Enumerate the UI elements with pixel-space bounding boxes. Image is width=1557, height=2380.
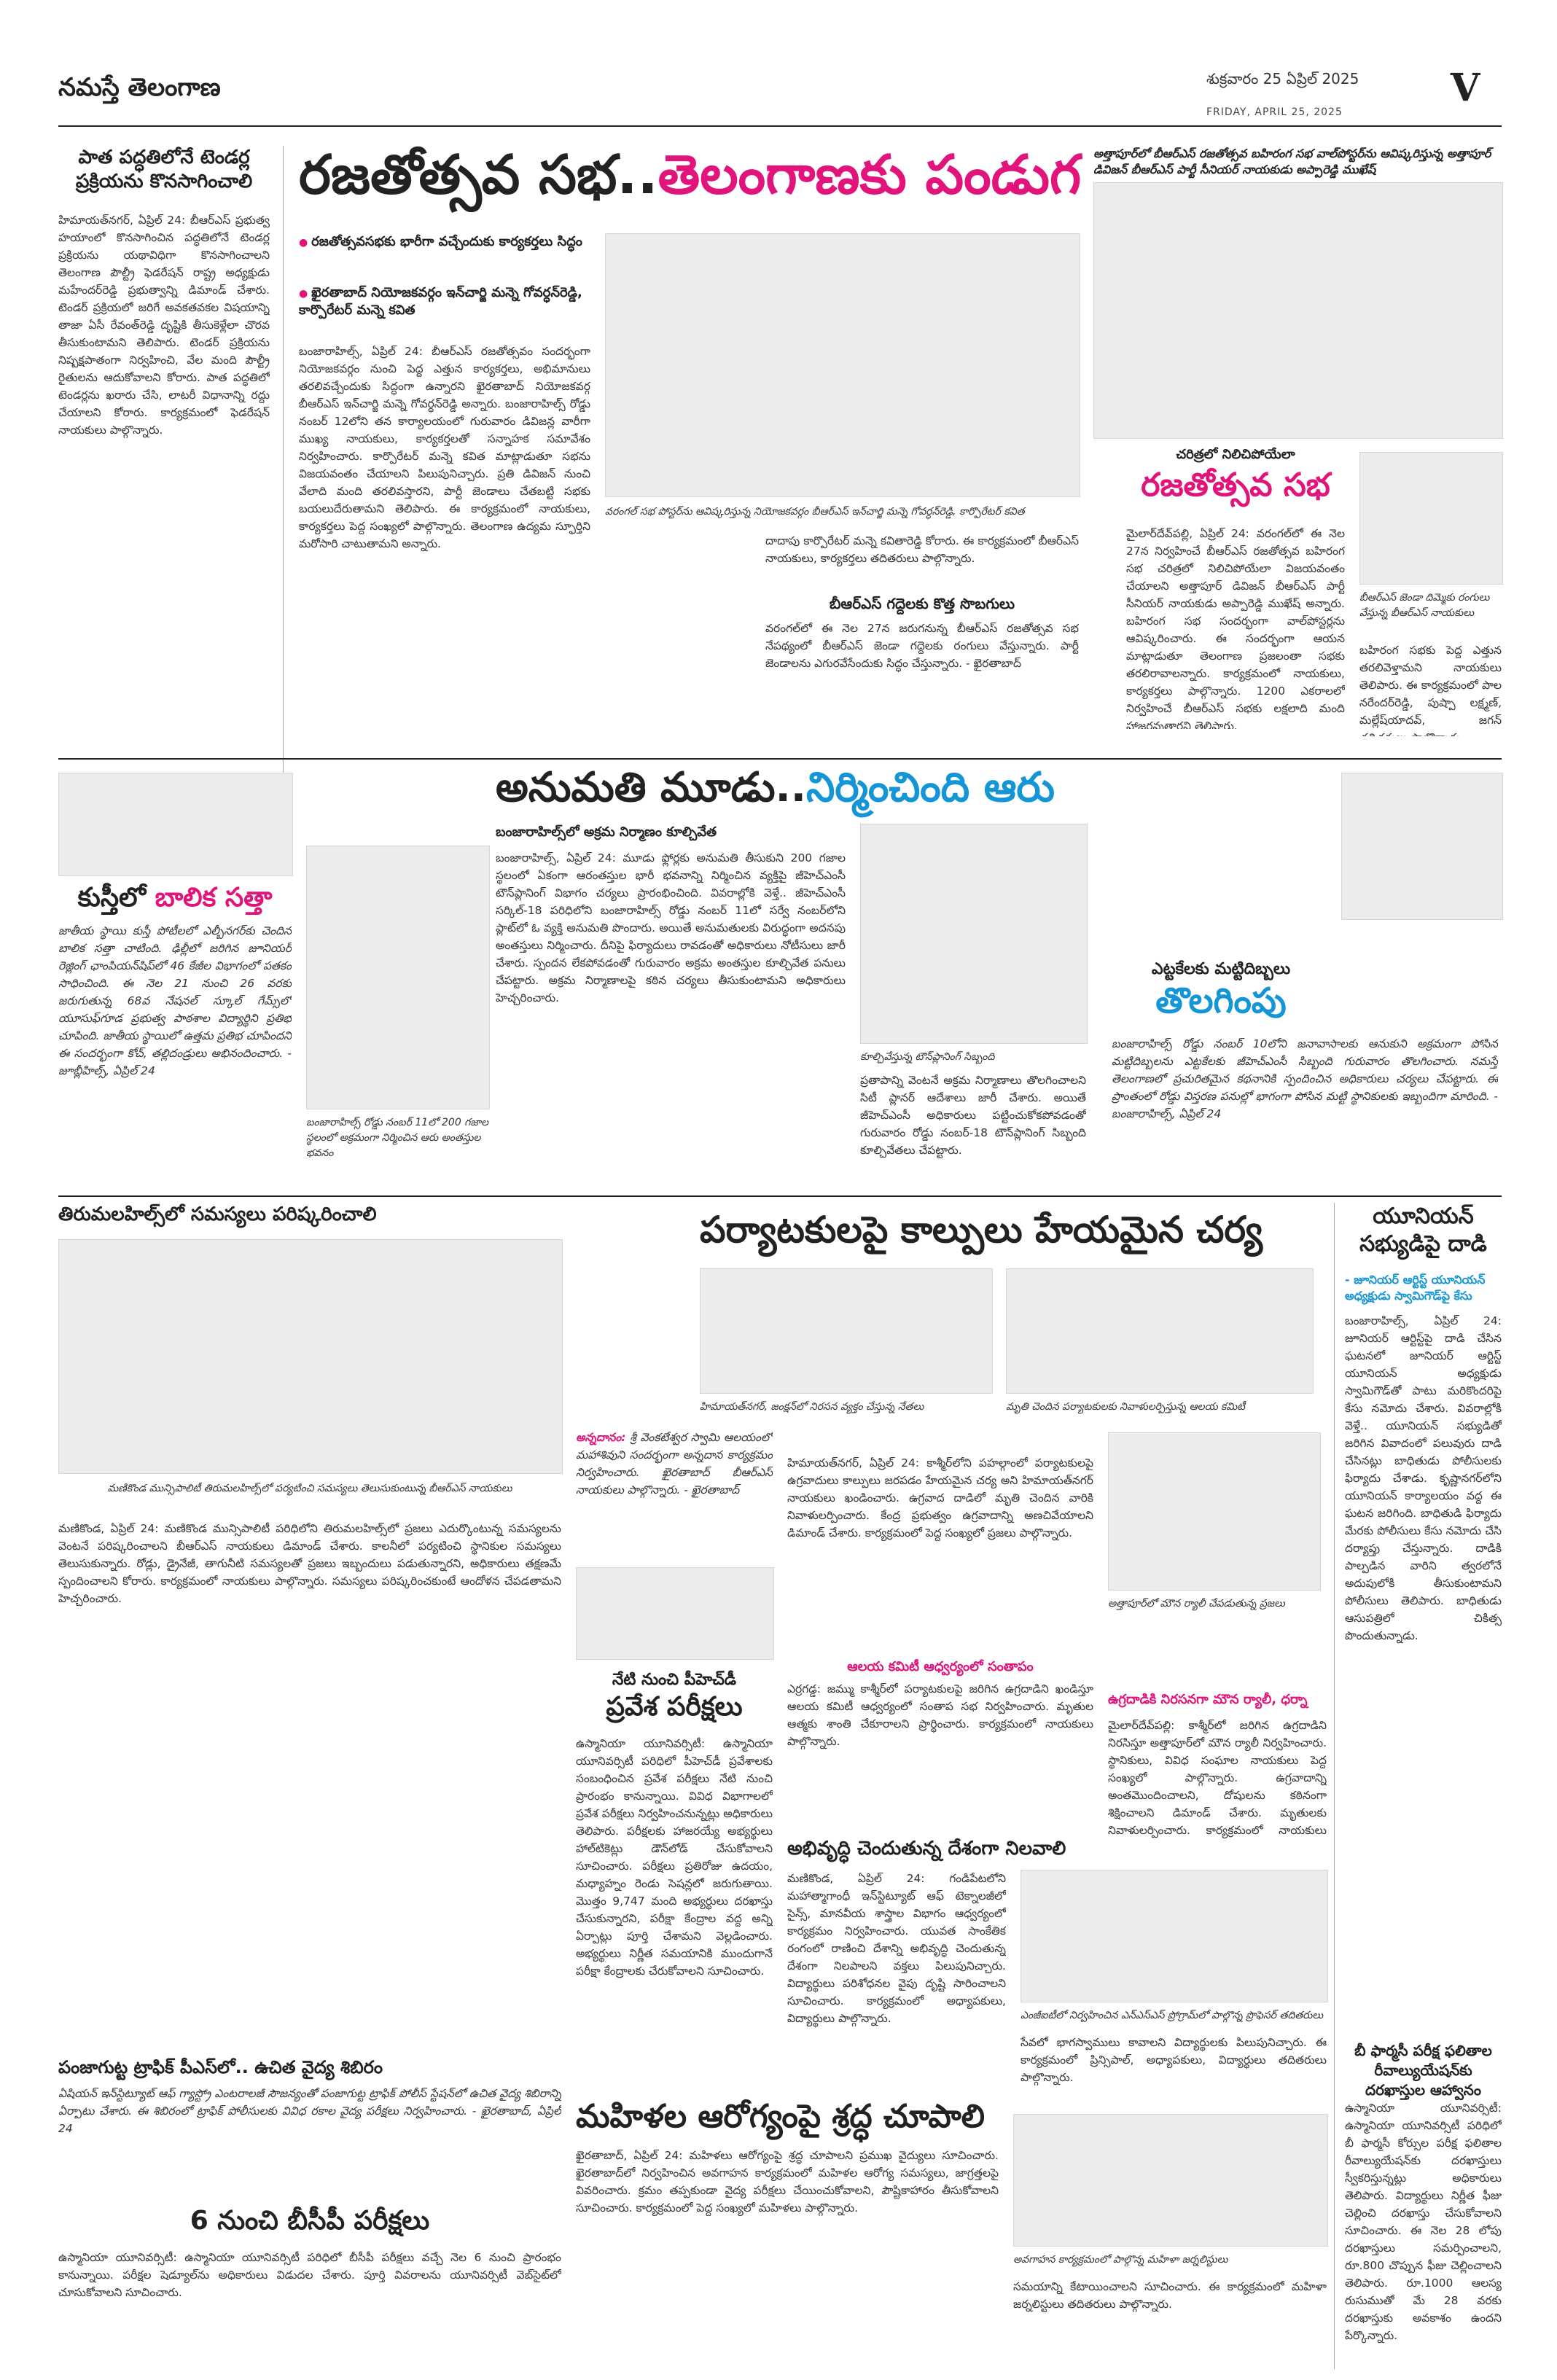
rally-body-2: బహిరంగ సభకు పెద్ద ఎత్తున తరలివెళ్తామని న…	[1359, 644, 1502, 736]
permission-headline: అనుమతి మూడు..నిర్మించింది ఆరు	[496, 765, 1055, 811]
union-headline: యూనియన్ సభ్యుడిపై దాడి	[1359, 1203, 1487, 1257]
phd-photo	[576, 1567, 774, 1660]
jubilee-headline-part2: తెలంగాణకు పండుగ	[657, 144, 1082, 206]
annadanam-box: అన్నదానం: శ్రీ వెంకటేశ్వర స్వామి ఆలయంలో …	[576, 1429, 773, 1545]
permission-caption: బంజారాహిల్స్ రోడ్డు నంబర్ 11లో 200 గజాల …	[306, 1117, 488, 1159]
jubilee-body-3: వరంగల్‌లో ఈ నెల 27న జరుగనున్న బీఆర్‌ఎస్ …	[765, 622, 1079, 671]
silent-rally-kicker: అత్తాపూర్‌లో మౌన ర్యాలీ చేపడుతున్న ప్రజల…	[1108, 1598, 1285, 1610]
rally-photo-2	[1359, 452, 1503, 585]
wrestling-photo	[58, 773, 293, 876]
women-health-headline: మహిళల ఆరోగ్యంపై శ్రద్ధ చూపాలి	[576, 2098, 986, 2135]
tender-body: హిమాయత్‌నగర్, ఏప్రిల్ 24: బీఆర్‌ఎస్ ప్రభ…	[58, 214, 270, 437]
phd-body: ఉస్మానియా యూనివర్సిటీ: ఉస్మానియా యూనివర్…	[576, 1737, 773, 1978]
permission-headline-part1: అనుమతి మూడు..	[496, 764, 807, 811]
phd-headline: ప్రవేశ పరీక్షలు	[606, 1692, 743, 1722]
masthead-name: నమస్తే తెలంగాణ	[58, 73, 221, 102]
permission-photo-2	[860, 824, 1088, 1044]
bpharmacy-body: ఉస్మానియా యూనివర్సిటీ: ఉస్మానియా యూనివర్…	[1345, 2102, 1502, 2343]
silent-rally-headline: ఉగ్రదాడికి నిరసనగా మౌన ర్యాలీ, ధర్నా	[1108, 1692, 1308, 1707]
nilavali-headline: అభివృద్ధి చెందుతున్న దేశంగా నిలవాలి	[787, 1838, 1066, 1860]
permission-body-2: ప్రతాపాన్ని వెంటనే అక్రమ నిర్మాణాలు తొలగ…	[860, 1074, 1086, 1158]
wrestling-headline: కుస్తీలో బాలిక సత్తా	[58, 882, 292, 913]
column-divider	[283, 146, 284, 787]
tender-heading: పాత పద్ధతిలోనే టెండర్ల ప్రక్రియను కొనసాగ…	[75, 147, 253, 192]
masthead-rule	[58, 125, 1502, 127]
tourists-photo	[700, 1268, 993, 1394]
bpharmacy-headline: బీ ఫార్మసీ పరీక్ష ఫలితాల రీవాల్యుయేషన్‌క…	[1354, 2042, 1492, 2099]
wrestling-body: జాతీయ స్థాయి కుస్తీ పోటీలలో ఎల్బీనగర్‌కు…	[58, 924, 292, 1078]
permission-caption-2: కూల్చివేస్తున్న టౌన్‌ప్లానింగ్ సిబ్బంది	[860, 1051, 995, 1063]
silent-rally-body: మైలార్‌దేవ్‌పల్లి: కాశ్మీర్‌లో జరిగిన ఉగ…	[1108, 1719, 1327, 1838]
tirumala-photo	[58, 1239, 563, 1474]
dateline-telugu: శుక్రవారం 25 ఏప్రిల్ 2025	[1206, 70, 1359, 87]
bcp-headline: 6 నుంచి బీసీపీ పరీక్షలు	[190, 2206, 430, 2236]
union-kicker: - జూనియర్ ఆర్టిస్ట్ యూనియన్ అధ్యక్షుడు స…	[1345, 1273, 1486, 1303]
jubilee-headline-part1: రజతోత్సవ సభ..	[299, 144, 658, 206]
mud-kicker: ఎట్టకేలకు మట్టిదిబ్బలు	[1151, 960, 1291, 978]
rally-caption: బీఆర్‌ఎస్ జెండా దిమ్మెకు రంగులు వేస్తున్…	[1359, 592, 1490, 619]
women-health-body: ఖైరతాబాద్, ఏప్రిల్ 24: మహిళలు ఆరోగ్యంపై …	[576, 2149, 999, 2215]
mud-photo	[1341, 773, 1503, 920]
jubilee-bullet-1: రజతోత్సవసభకు భారీగా వచ్చేందుకు కార్యకర్త…	[299, 233, 605, 251]
mud-headline: తొలగింపు	[1155, 980, 1287, 1021]
annadanam-text: శ్రీ వెంకటేశ్వర స్వామి ఆలయంలో మహాశివుని …	[576, 1431, 773, 1497]
union-body: బంజారాహిల్స్, ఏప్రిల్ 24: జూనియర్ ఆర్టిస…	[1345, 1314, 1502, 1643]
wrestling-headline-part2: బాలిక సత్తా	[155, 883, 273, 913]
rally-headline: రజతోత్సవ సభ	[1141, 467, 1330, 504]
nilavali-caption: ఎంజీఐటీలో నిర్వహించిన ఎన్‌ఎస్‌ఎస్ ప్రోగ్…	[1021, 2010, 1324, 2021]
nilavali-body-2: సేవలో భాగస్వాములు కావాలని విద్యార్థులకు …	[1021, 2036, 1327, 2085]
panjagutta-headline: పంజాగుట్ట ట్రాఫిక్ పీఎస్‌లో.. ఉచిత వైద్య…	[58, 2057, 383, 2077]
rally-kicker: అత్తాపూర్‌లో బీఆర్‌ఎస్ రజతోత్సవ బహిరంగ స…	[1093, 147, 1491, 176]
women-health-body-2: సమయాన్ని కేటాయించాలని సూచించారు. ఈ కార్య…	[1013, 2280, 1327, 2311]
tirumala-body: మణికొండ, ఏప్రిల్ 24: మణికొండ మున్సిపాలిట…	[58, 1522, 561, 1606]
jubilee-subhead: బీఆర్‌ఎస్ గద్దెలకు కొత్త సొబగులు	[829, 595, 1015, 612]
section-rule	[58, 758, 1502, 760]
tourists-body-2: ఎర్రగడ్డ: జమ్ము కాశ్మీర్‌లో పర్యాటకులపై …	[787, 1682, 1093, 1749]
page-letter: V	[1450, 66, 1480, 110]
jubilee-headline: రజతోత్సవ సభ..తెలంగాణకు పండుగ	[299, 144, 1082, 206]
rally-photo	[1093, 182, 1503, 439]
bcp-body: ఉస్మానియా యూనివర్సిటీ: ఉస్మానియా యూనివర్…	[58, 2251, 561, 2300]
jubilee-bullet-2: ఖైరతాబాద్ నియోజకవర్గం ఇన్‌చార్జి మన్నె గ…	[299, 284, 605, 320]
tourists-body: హిమాయత్‌నగర్, ఏప్రిల్ 24: కాశ్మీర్‌లోని …	[787, 1456, 1093, 1540]
jubilee-photo-caption: వరంగల్ సభ పోస్టర్‌ను ఆవిష్కరిస్తున్న నియ…	[605, 506, 1025, 518]
women-health-photo	[1013, 2114, 1328, 2247]
section-rule-2	[58, 1195, 1502, 1197]
nilavali-photo	[1021, 1870, 1328, 2002]
dateline-english: FRIDAY, APRIL 25, 2025	[1206, 106, 1343, 118]
phd-kicker: నేటి నుంచి పీహెచ్‌డీ	[612, 1671, 737, 1689]
tourists-kicker: హిమాయత్‌నగర్, జంక్షన్‌లో నిరసన వ్యక్తం చ…	[700, 1401, 924, 1413]
tourists-headline: పర్యాటకులపై కాల్పులు హేయమైన చర్య	[700, 1209, 1263, 1251]
nilavali-body: మణికొండ, ఏప్రిల్ 24: గండిపేటలోని మహాత్మా…	[787, 1872, 1006, 2026]
permission-kicker: బంజారాహిల్స్‌లో అక్రమ నిర్మాణం కూల్చివేత	[496, 824, 717, 840]
tirumala-caption: మణికొండ మున్సిపాలిటీ తిరుమలహిల్స్‌లో పర్…	[107, 1483, 512, 1494]
tirumala-headline: తిరుమలహిల్స్‌లో సమస్యలు పరిష్కరించాలి	[58, 1203, 377, 1225]
annadanam-lead: అన్నదానం:	[576, 1431, 626, 1444]
tourists-photo-2	[1006, 1268, 1314, 1394]
permission-photo	[306, 846, 490, 1109]
column-divider-2	[1334, 1203, 1335, 2369]
panjagutta-body: ఏషియన్ ఇన్‌స్టిట్యూట్ ఆఫ్ గ్యాస్ట్రో ఎంట…	[58, 2087, 561, 2136]
jubilee-body: బంజారాహిల్స్, ఏప్రిల్ 24: బీఆర్‌ఎస్ రజతో…	[299, 345, 590, 551]
jubilee-photo	[605, 233, 1080, 497]
tourists-subhead: ఆలయ కమిటీ ఆధ్వర్యంలో సంతాపం	[847, 1659, 1034, 1674]
silent-rally-photo	[1108, 1432, 1321, 1591]
wrestling-headline-part1: కుస్తీలో	[77, 883, 155, 913]
jubilee-body-2: దాదాపు కార్పొరేటర్ మన్నె కవితారెడ్డి కోర…	[765, 534, 1079, 566]
women-health-caption: అవగాహన కార్యక్రమంలో పాల్గొన్న మహిళా జర్న…	[1013, 2254, 1228, 2266]
permission-headline-part2: నిర్మించింది ఆరు	[806, 764, 1055, 811]
tourists-caption: మృతి చెందిన పర్యాటకులకు నివాళులర్పిస్తున…	[1006, 1401, 1245, 1413]
permission-body: బంజారాహిల్స్, ఏప్రిల్ 24: మూడు ఫ్లోర్లకు…	[496, 851, 846, 1005]
rally-body: మైలార్‌దేవ్‌పల్లి, ఏప్రిల్ 24: వరంగల్‌లో…	[1126, 527, 1345, 729]
mud-body: బంజారాహిల్స్ రోడ్డు నంబర్ 10లోని జనావాసా…	[1112, 1037, 1498, 1121]
rally-subkicker: చరిత్రలో నిలిచిపోయేలా	[1176, 447, 1295, 462]
